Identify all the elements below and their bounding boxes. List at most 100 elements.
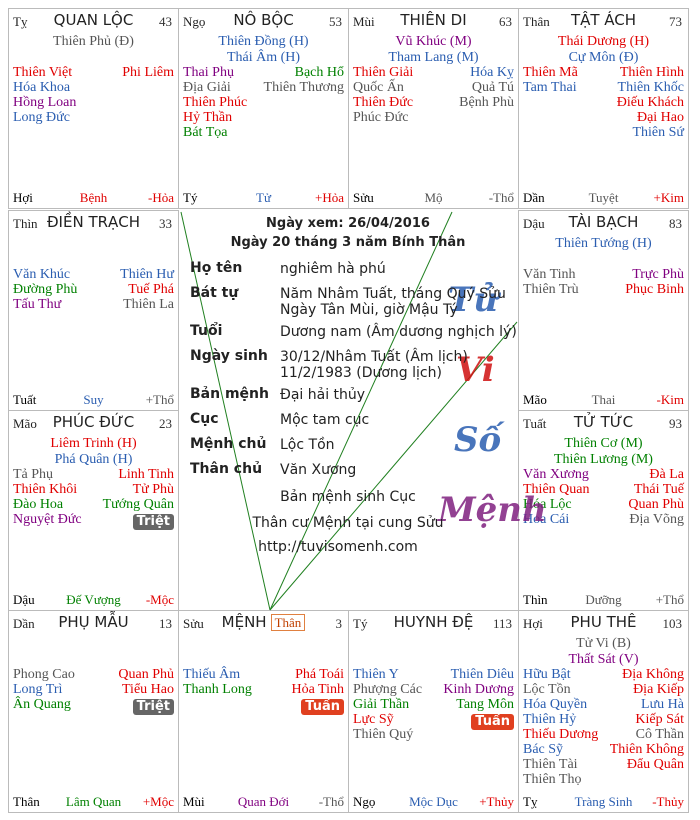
star: Tử Phù bbox=[132, 482, 174, 497]
star: Địa Kiếp bbox=[633, 682, 684, 697]
watermark: Vi bbox=[456, 350, 495, 390]
star: Quốc Ấn bbox=[353, 80, 404, 95]
palace-cell: Mùi THIÊN DI 63 Vũ Khúc (M) Tham Lang (M) Thi… bbox=[348, 8, 519, 209]
palace-number: 23 bbox=[159, 416, 172, 431]
palace-header: Dần PHỤ MẪU 13 bbox=[9, 613, 178, 635]
palace-name: PHÚC ĐỨC bbox=[52, 413, 135, 431]
palace-cell: Ngọ NÔ BỘC 53 Thiên Đồng (H) Thái Âm (H) Thai… bbox=[178, 8, 349, 209]
palace-footer: Sửu Mộ -Thổ bbox=[353, 190, 514, 206]
footer-branch: Hợi bbox=[13, 190, 33, 205]
info-value: Năm Nhâm Tuất, tháng Quý Sửu Ngày Tân Mùi… bbox=[280, 286, 506, 318]
footer-branch: Tuất bbox=[13, 392, 37, 407]
star: Thiên Hình bbox=[619, 65, 684, 80]
badge-row: Triệt bbox=[103, 512, 174, 530]
star: Quan Phủ bbox=[118, 667, 174, 682]
info-value: Mộc tam cục bbox=[280, 412, 369, 428]
footer-branch: Tỵ bbox=[523, 794, 538, 809]
earthly-branch: Tý bbox=[353, 616, 368, 631]
palace-footer: Mão Thai -Kim bbox=[523, 392, 684, 408]
star: Thiên Mã bbox=[523, 65, 578, 80]
star: Hoa Cái bbox=[523, 512, 570, 527]
palace-name-wrap: ĐIỀN TRẠCH bbox=[9, 213, 178, 231]
right-stars: Quan Phủ Tiểu Hao Triệt bbox=[118, 667, 174, 715]
main-star: Tử Vi (B) bbox=[576, 636, 631, 651]
site-url: http://tuvisomenh.com bbox=[258, 539, 418, 555]
info-label: Tuổi bbox=[190, 323, 223, 339]
footer-branch: Ngọ bbox=[353, 794, 376, 809]
life-stage: Suy bbox=[83, 392, 104, 407]
star: Địa Giải bbox=[183, 80, 231, 95]
left-stars: Văn Tinh Thiên Trù bbox=[523, 267, 579, 297]
info-label: Bản mệnh bbox=[190, 386, 269, 402]
palace-number: 33 bbox=[159, 216, 172, 231]
info-line: 11/2/1983 (Dương lịch) bbox=[280, 365, 442, 381]
earthly-branch: Tuất bbox=[523, 416, 547, 431]
element: +Hỏa bbox=[315, 190, 344, 205]
palace-name-wrap: PHU THÊ bbox=[519, 613, 688, 631]
star: Phi Liêm bbox=[122, 65, 174, 80]
footer-branch: Thân bbox=[13, 794, 40, 809]
left-stars: Văn Xương Thiên Quan Hóa Lộc Hoa Cái bbox=[523, 467, 589, 527]
star: Phong Cao bbox=[13, 667, 75, 682]
palace-footer: Thìn Dưỡng +Thổ bbox=[523, 592, 684, 608]
palace-name-wrap: HUYNH ĐỆ bbox=[349, 613, 518, 631]
main-stars: Vũ Khúc (M) Tham Lang (M) bbox=[349, 34, 518, 66]
palace-number: 93 bbox=[669, 416, 682, 431]
star: Cô Thần bbox=[635, 727, 684, 742]
star: Trực Phù bbox=[632, 267, 684, 282]
main-stars: Tử Vi (B) Thất Sát (V) bbox=[519, 636, 688, 668]
star: Tiểu Hao bbox=[122, 682, 174, 697]
info-label: Cục bbox=[190, 411, 219, 427]
main-star: Phá Quân (H) bbox=[54, 452, 133, 467]
star: Tả Phụ bbox=[13, 467, 54, 482]
palace-header: Ngọ NÔ BỘC 53 bbox=[179, 11, 348, 33]
earthly-branch: Ngọ bbox=[183, 14, 206, 29]
life-stage: Bệnh bbox=[79, 190, 108, 205]
earthly-branch: Tỵ bbox=[13, 14, 28, 29]
badge-row: Tuần bbox=[291, 697, 344, 715]
main-star: Vũ Khúc (M) bbox=[395, 34, 472, 49]
star: Bát Tọa bbox=[183, 125, 228, 140]
info-value: nghiêm hà phú bbox=[280, 261, 386, 277]
star: Thiên Phúc bbox=[183, 95, 248, 110]
main-stars: Thiên Tướng (H) bbox=[519, 236, 688, 252]
life-stage: Lâm Quan bbox=[65, 794, 122, 809]
star: Tam Thai bbox=[523, 80, 577, 95]
watermark: Số bbox=[454, 420, 502, 460]
palace-number: 103 bbox=[662, 616, 683, 631]
palace-name: MỆNH bbox=[221, 613, 267, 631]
palace-name-wrap: QUAN LỘC bbox=[9, 11, 178, 29]
info-line: Mộc tam cục bbox=[280, 412, 370, 428]
star: Thiên Hư bbox=[120, 267, 174, 282]
star: Hữu Bật bbox=[523, 667, 571, 682]
earthly-branch: Mão bbox=[13, 416, 37, 431]
star: Thiên Thọ bbox=[523, 772, 582, 787]
palace-footer: Ngọ Mộc Dục +Thủy bbox=[353, 794, 514, 810]
footer-branch: Tý bbox=[183, 190, 198, 205]
star: Thiên Không bbox=[609, 742, 684, 757]
palace-header: Mùi THIÊN DI 63 bbox=[349, 11, 518, 33]
star: Bác Sỹ bbox=[523, 742, 564, 757]
star: Lưu Hà bbox=[641, 697, 684, 712]
element: +Kim bbox=[653, 190, 684, 205]
star: Kinh Dương bbox=[443, 682, 514, 697]
info-label: Thân chủ bbox=[190, 461, 263, 477]
palace-name: PHU THÊ bbox=[570, 613, 637, 631]
palace-header: Tý HUYNH ĐỆ 113 bbox=[349, 613, 518, 635]
note: Thân cư Mệnh tại cung Sửu bbox=[252, 515, 444, 531]
right-stars: Phi Liêm bbox=[122, 65, 174, 80]
palace-name-wrap: TẬT ÁCH bbox=[519, 11, 688, 29]
star: Phục Binh bbox=[625, 282, 684, 297]
palace-number: 43 bbox=[159, 14, 172, 29]
star: Đà La bbox=[649, 467, 684, 482]
element: +Thủy bbox=[479, 794, 514, 809]
palace-number: 53 bbox=[329, 14, 342, 29]
palace-number: 63 bbox=[499, 14, 512, 29]
main-star: Thiên Lương (M) bbox=[554, 452, 653, 467]
main-star: Thái Dương (H) bbox=[557, 34, 650, 49]
element: -Thổ bbox=[318, 794, 344, 809]
info-line: Ngày Tân Mùi, giờ Mậu Tý bbox=[280, 302, 458, 318]
palace-cell: Tý HUYNH ĐỆ 113 Thiên Y Phượng Các Giải Thần L… bbox=[348, 610, 519, 813]
star: Phượng Các bbox=[353, 682, 423, 697]
star: Địa Võng bbox=[629, 512, 684, 527]
